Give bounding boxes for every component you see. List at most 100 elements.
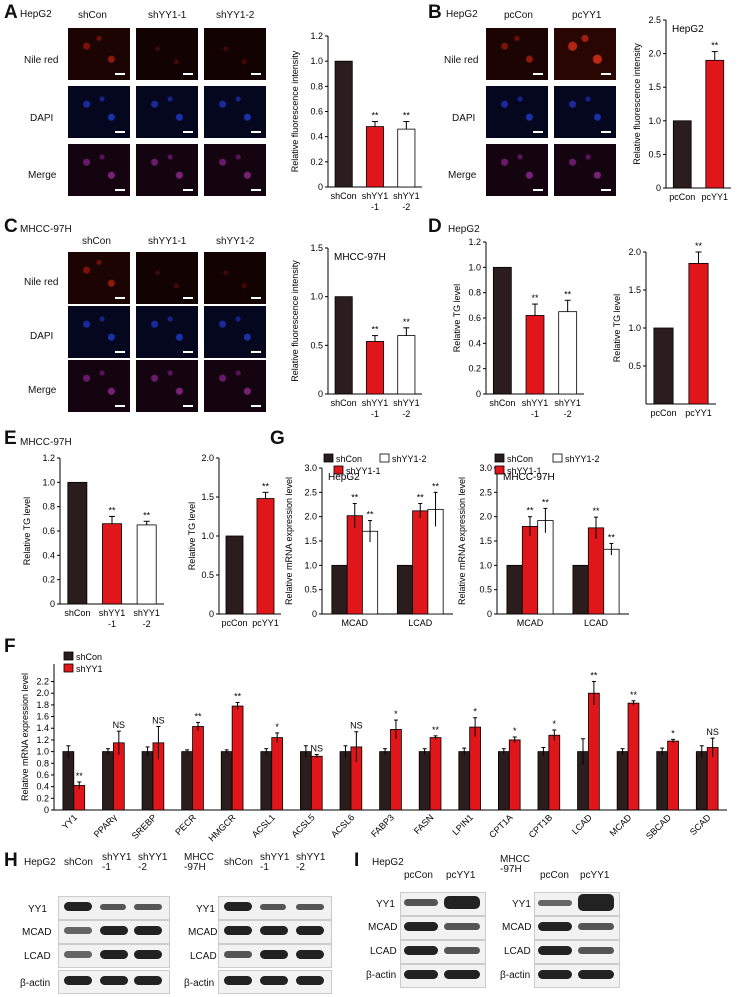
significance-label: **	[351, 493, 359, 503]
significance-label: NS	[706, 727, 719, 737]
x-tick-label: PPARγ	[92, 812, 119, 839]
panel-h2-row-3: LCAD	[190, 951, 217, 962]
y-axis-label: Relative TG level	[612, 294, 622, 362]
x-tick-label: shCon	[489, 398, 515, 408]
panel-i-cell-1: HepG2	[372, 857, 404, 868]
y-tick-label: 1.2	[36, 735, 49, 745]
blot-band	[134, 950, 162, 959]
x-tick-label: SBCAD	[644, 812, 673, 841]
y-tick-label: 1.0	[468, 262, 481, 272]
bar	[412, 510, 429, 615]
panel-h2-row-2: MCAD	[188, 927, 218, 938]
micrograph	[204, 252, 266, 304]
y-tick-label: 1.5	[479, 536, 492, 546]
blot-band	[64, 951, 92, 958]
y-tick-label: 0	[656, 183, 661, 193]
legend-swatch	[379, 453, 390, 463]
y-tick-label: 1.2	[468, 237, 481, 247]
panel-i2-row-3: LCAD	[504, 946, 531, 957]
bar	[390, 729, 402, 811]
y-axis-label: Relative fluorescence intensity	[632, 43, 642, 165]
legend-swatch	[63, 663, 74, 673]
significance-label: **	[262, 481, 270, 491]
significance-label: **	[194, 711, 202, 721]
bar	[616, 751, 629, 811]
micrograph	[204, 360, 266, 412]
legend-label: shCon	[507, 454, 533, 464]
blot-band	[444, 923, 480, 930]
bar	[136, 524, 157, 605]
panel-h-col-2: shYY1 -1	[102, 852, 132, 873]
panel-i-col-1: pcCon	[404, 870, 433, 881]
legend-label: shYY1-1	[346, 466, 381, 476]
panel-b-cell-label: HepG2	[446, 9, 478, 20]
y-tick-label: 0.6	[36, 770, 49, 780]
significance-label: **	[371, 111, 379, 121]
panel-h-col-3: shYY1 -2	[138, 852, 168, 873]
bar	[300, 751, 312, 811]
y-tick-label: 3.0	[304, 463, 317, 473]
y-tick-label: 1.8	[36, 700, 49, 710]
y-tick-label: 1.5	[628, 285, 641, 295]
x-tick-label: FASN	[412, 812, 436, 836]
bar	[397, 128, 416, 188]
micrograph	[68, 360, 130, 412]
significance-label: **	[403, 111, 411, 121]
bar	[334, 60, 353, 188]
y-tick-label: 1.0	[310, 56, 323, 66]
micrograph	[68, 144, 130, 196]
y-tick-label: 0.4	[42, 550, 55, 560]
legend-swatch	[333, 465, 344, 475]
micrograph	[554, 28, 616, 80]
panel-h2-col-1: shCon	[224, 857, 253, 868]
bar	[548, 734, 561, 811]
y-axis-label: Relative mRNA expression level	[284, 477, 294, 605]
bar	[62, 751, 75, 811]
x-tick-label: pcCon	[221, 618, 247, 628]
panel-b-col-1: pcCon	[504, 10, 533, 21]
y-tick-label: 0.5	[310, 340, 323, 350]
panel-b-row-2: DAPI	[452, 113, 476, 124]
significance-label: **	[403, 317, 411, 327]
x-tick-label: shYY1	[133, 608, 160, 618]
panel-c-col-1: shCon	[82, 236, 111, 247]
y-tick-label: 1.2	[310, 31, 323, 41]
x-tick-label: ACSL5	[289, 812, 316, 839]
x-tick-label: pcYY1	[701, 192, 728, 202]
micrograph	[486, 144, 548, 196]
bar	[73, 785, 86, 811]
bar	[572, 564, 589, 615]
chart-d2: 0.5 1.0 1.5 2.0 Relative TG level pcCon ** pcYY…	[612, 241, 716, 418]
y-tick-label: 1.6	[36, 712, 49, 722]
bar	[339, 751, 352, 811]
micrograph	[136, 252, 198, 304]
y-tick-label: 0.8	[36, 758, 49, 768]
micrograph	[204, 306, 266, 358]
bar	[192, 726, 204, 811]
blot-band	[578, 970, 614, 979]
x-tick-label: pcCon	[650, 408, 676, 418]
significance-label: **	[367, 510, 375, 520]
significance-label: **	[432, 725, 440, 735]
bar	[67, 481, 88, 605]
chart-g2: 0 0.5 1.0 1.5 2.0 2.5 3.0 Relative mRNA express…	[457, 453, 629, 628]
blot-band	[444, 896, 480, 909]
blot-band	[578, 947, 614, 954]
x-tick-label: LCAD	[584, 618, 609, 628]
panel-d-cell-label: HepG2	[448, 224, 480, 235]
y-tick-label: 1.0	[304, 560, 317, 570]
bar	[705, 59, 725, 189]
y-axis-label: Relative fluorescence intensity	[290, 50, 300, 172]
blot-band	[404, 946, 438, 955]
chart-title: MHCC-97H	[334, 252, 386, 263]
bar	[418, 751, 431, 811]
y-tick-label: 1.5	[304, 536, 317, 546]
bar	[688, 262, 709, 405]
y-tick-label: 0	[318, 182, 323, 192]
bar	[506, 564, 523, 615]
y-tick-label: 0	[209, 609, 214, 619]
bar	[397, 335, 416, 395]
y-tick-label: 0.6	[42, 526, 55, 536]
y-tick-label: 0	[487, 609, 492, 619]
chart-b: 0 0.5 1.0 1.5 2.0 2.5 Relative fluorescence in…	[632, 15, 731, 202]
